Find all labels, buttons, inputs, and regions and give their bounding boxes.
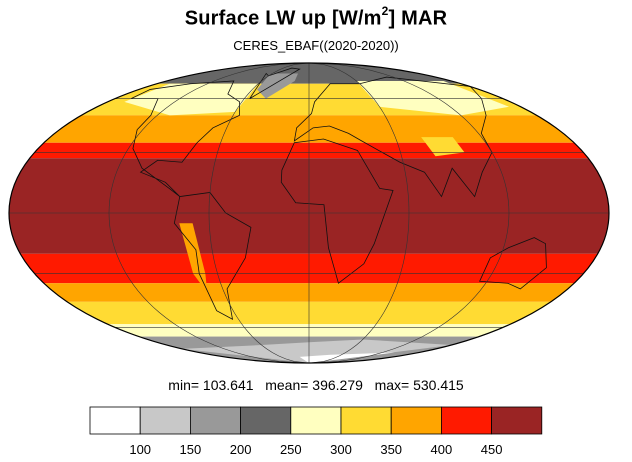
antarctica-region — [182, 339, 452, 363]
colorbar-box-8 — [491, 406, 543, 435]
tibet-region — [421, 137, 465, 157]
north-america-outline — [130, 80, 241, 197]
colorbar-box-5 — [340, 406, 392, 435]
meridian-60 — [308, 63, 410, 363]
max-value: 530.415 — [413, 377, 464, 393]
africa-outline — [280, 138, 394, 284]
colorbar-tick-label-300: 300 — [330, 442, 352, 457]
meridian--60 — [208, 63, 310, 363]
chart-subtitle: CERES_EBAF((2020-2020)) — [233, 38, 399, 53]
colorbar-tick-label-200: 200 — [230, 442, 252, 457]
australia-outline — [479, 237, 547, 290]
canada-region — [124, 83, 259, 116]
graticule — [9, 63, 609, 363]
colorbar-tick-label-150: 150 — [180, 442, 202, 457]
meridian-120 — [308, 63, 510, 363]
meridian--120 — [108, 63, 310, 363]
min-value: 103.641 — [202, 377, 254, 393]
statistics-line: min= 103.641 mean= 396.279 max= 530.415 — [168, 377, 464, 393]
mean-value: 396.279 — [312, 377, 363, 393]
colorbar-tick-label-450: 450 — [481, 442, 503, 457]
colorbar-boxes — [89, 406, 543, 435]
map-fill-layer — [9, 63, 609, 363]
colorbar-tick-label-350: 350 — [380, 442, 402, 457]
colorbar-box-0 — [89, 406, 141, 435]
regional-features — [124, 63, 510, 363]
colorbar-box-4 — [290, 406, 342, 435]
map-border — [8, 62, 610, 364]
colorbar-tick-label-400: 400 — [431, 442, 453, 457]
greenland-outline — [249, 67, 301, 99]
colorbar-box-3 — [240, 406, 292, 435]
colorbar-tick-label-100: 100 — [129, 442, 151, 457]
greenland-region — [257, 68, 301, 99]
antarctic-plateau — [299, 352, 395, 363]
colorbar-box-7 — [440, 406, 492, 435]
colorbar-tick-label-250: 250 — [280, 442, 302, 457]
chart-title: Surface LW up [W/m2] MAR — [184, 4, 448, 30]
colorbar-box-6 — [390, 406, 442, 435]
colorbar-box-2 — [189, 406, 241, 435]
eurasia-outline — [293, 76, 493, 198]
colorbar-tick-labels: 100 150 200 250 300 350 400 450 — [129, 442, 502, 457]
siberia-region — [356, 80, 510, 116]
colorbar-box-1 — [139, 406, 191, 435]
